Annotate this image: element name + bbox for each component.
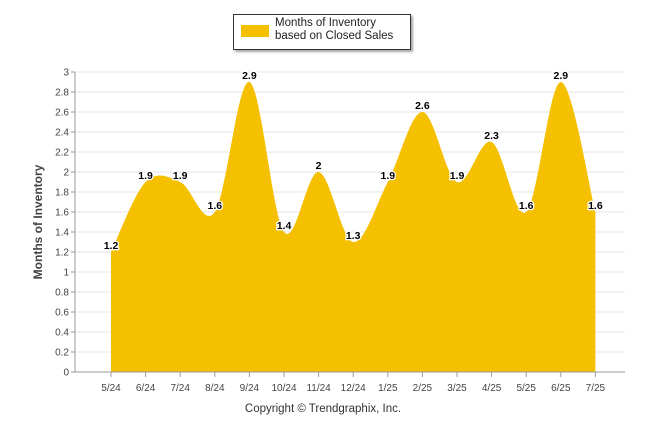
data-label: 2.6 (415, 100, 430, 112)
y-tick-label: 1.6 (55, 208, 69, 219)
data-label: 1.2 (104, 240, 119, 252)
x-tick-label: 1/25 (378, 383, 398, 394)
data-label: 1.9 (380, 170, 395, 182)
data-label: 1.3 (346, 230, 361, 242)
y-tick-label: 0 (63, 368, 69, 379)
y-tick-label: 0.4 (55, 328, 69, 339)
y-tick-label: 2.4 (55, 128, 69, 139)
data-label: 1.6 (588, 200, 603, 212)
x-tick-label: 5/24 (101, 383, 121, 394)
x-tick-label: 5/25 (516, 383, 536, 394)
y-axis: 0 0.2 0.4 0.6 0.8 1 1.2 1.4 1.6 1.8 2 2.2 2.4 2.6 2.8 3 (55, 68, 76, 379)
data-label: 2.3 (484, 130, 499, 142)
y-tick-label: 1.2 (55, 248, 69, 259)
y-tick-label: 0.8 (55, 288, 69, 299)
x-tick-label: 6/25 (551, 383, 571, 394)
data-label: 1.9 (138, 170, 153, 182)
legend-swatch (241, 25, 269, 37)
data-label: 1.6 (519, 200, 534, 212)
data-label: 2 (316, 160, 322, 172)
x-tick-label: 11/24 (306, 383, 331, 394)
y-tick-label: 1 (63, 268, 69, 279)
y-tick-label: 2.2 (55, 148, 69, 159)
series-area (111, 81, 596, 373)
x-axis: 5/24 6/24 7/24 8/24 9/24 10/24 11/24 12/24 1/25 2… (75, 371, 625, 394)
y-tick-label: 0.2 (55, 348, 69, 359)
y-tick-label: 1.8 (55, 188, 69, 199)
x-tick-label: 4/25 (482, 383, 502, 394)
y-tick-label: 1.4 (55, 228, 69, 239)
y-tick-label: 0.6 (55, 308, 69, 319)
data-label: 1.6 (207, 200, 222, 212)
x-tick-label: 10/24 (271, 383, 296, 394)
legend-label: Months of Inventory based on Closed Sale… (275, 17, 394, 42)
data-labels: 1.2 1.9 1.9 1.6 2.9 1.4 2 1.3 1.9 2.6 1.9 2.3 1.6 2.9… (102, 69, 604, 254)
x-tick-label: 12/24 (341, 383, 366, 394)
series-area-fill (111, 81, 596, 373)
y-axis-title: Months of Inventory (31, 164, 45, 280)
y-tick-label: 3 (63, 68, 69, 79)
data-label: 2.9 (242, 70, 257, 82)
y-tick-label: 2.6 (55, 108, 69, 119)
x-tick-label: 7/24 (170, 383, 190, 394)
x-tick-label: 7/25 (586, 383, 606, 394)
x-tick-label: 2/25 (413, 383, 433, 394)
x-tick-label: 9/24 (240, 383, 260, 394)
x-tick-label: 8/24 (205, 383, 225, 394)
y-tick-label: 2.8 (55, 88, 69, 99)
data-label: 2.9 (553, 70, 568, 82)
legend: Months of Inventory based on Closed Sale… (233, 14, 411, 50)
data-label: 1.9 (173, 170, 188, 182)
data-label: 1.9 (450, 170, 465, 182)
data-label: 1.4 (277, 220, 292, 232)
copyright-text: Copyright © Trendgraphix, Inc. (244, 403, 402, 415)
x-tick-label: 6/24 (136, 383, 156, 394)
y-tick-label: 2 (63, 168, 69, 179)
x-tick-label: 3/25 (447, 383, 467, 394)
